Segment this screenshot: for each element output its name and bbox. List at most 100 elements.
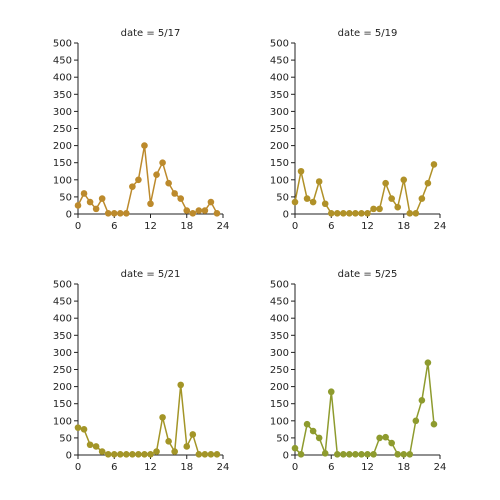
y-tick-label: 0: [283, 451, 289, 462]
data-point: [116, 451, 124, 458]
data-point: [159, 159, 166, 166]
y-tick-label: 250: [53, 365, 72, 376]
x-tick-label: 18: [397, 462, 410, 473]
y-tick-label: 50: [59, 433, 72, 444]
data-point: [327, 210, 335, 217]
data-point: [303, 195, 311, 202]
data-point: [159, 414, 166, 421]
data-point: [370, 451, 377, 458]
data-point: [92, 443, 100, 450]
y-tick-label: 200: [270, 382, 289, 393]
data-point: [98, 195, 106, 202]
y-tick-label: 350: [270, 331, 289, 342]
data-point: [110, 451, 118, 458]
data-point: [315, 178, 323, 185]
y-tick-label: 50: [276, 433, 289, 444]
y-tick-label: 500: [53, 39, 72, 50]
data-point: [430, 161, 438, 168]
series-line: [294, 362, 435, 456]
data-point: [171, 448, 178, 455]
y-tick-label: 450: [53, 297, 72, 308]
data-point: [321, 200, 329, 208]
y-tick-label: 50: [59, 192, 72, 203]
y-tick-label: 400: [270, 73, 289, 84]
data-point: [213, 210, 221, 217]
y-tick-label: 0: [283, 210, 289, 221]
data-point: [74, 424, 82, 431]
data-point: [358, 210, 365, 217]
data-point: [297, 451, 305, 458]
data-point: [135, 451, 142, 458]
x-tick-label: 12: [361, 221, 374, 232]
data-point: [382, 433, 389, 441]
data-point: [153, 448, 160, 455]
y-tick-label: 0: [66, 451, 72, 462]
x-tick-label: 0: [292, 221, 298, 232]
data-point: [86, 198, 94, 206]
x-tick-label: 24: [434, 462, 447, 473]
data-point: [376, 205, 383, 213]
data-point: [98, 448, 106, 455]
data-point: [364, 210, 371, 217]
y-tick-label: 150: [270, 399, 289, 410]
y-tick-label: 400: [270, 314, 289, 325]
data-point: [153, 171, 160, 178]
x-tick-label: 18: [180, 221, 193, 232]
x-tick-label: 24: [434, 221, 447, 232]
y-tick-label: 300: [53, 107, 72, 118]
data-point: [388, 439, 395, 447]
y-tick-label: 100: [270, 416, 289, 427]
y-tick-label: 350: [270, 90, 289, 101]
data-point: [309, 198, 317, 206]
data-point: [92, 205, 100, 213]
subplot-4: date = 5/25 0 50 100 150 200 250 300 350 400 450 50…: [270, 269, 446, 473]
data-point: [376, 434, 383, 442]
data-point: [406, 210, 414, 217]
data-point: [297, 167, 305, 175]
y-tick-label: 450: [53, 56, 72, 67]
data-point: [165, 179, 172, 187]
data-point: [104, 451, 112, 458]
data-point: [388, 195, 395, 202]
y-tick-label: 300: [270, 348, 289, 359]
data-point: [382, 179, 389, 187]
y-tick-label: 150: [53, 158, 72, 169]
series-line: [77, 384, 217, 456]
data-point: [129, 451, 136, 458]
data-point: [352, 451, 359, 458]
data-point: [327, 388, 335, 396]
y-tick-label: 250: [270, 124, 289, 135]
y-tick-label: 400: [53, 73, 72, 84]
data-point: [352, 210, 359, 217]
data-point: [177, 195, 185, 202]
y-tick-label: 300: [270, 107, 289, 118]
data-point: [147, 451, 154, 458]
data-point: [189, 431, 197, 438]
data-point: [189, 210, 197, 217]
data-point: [201, 451, 209, 458]
data-point: [418, 195, 426, 202]
subplot-title: date = 5/25: [338, 269, 398, 280]
data-point: [333, 210, 341, 217]
y-tick-label: 100: [270, 175, 289, 186]
y-tick-label: 100: [53, 175, 72, 186]
subplot-title: date = 5/21: [121, 269, 181, 280]
x-tick-label: 24: [217, 462, 230, 473]
data-point: [116, 210, 124, 217]
data-point: [147, 200, 154, 208]
data-point: [406, 451, 414, 458]
data-point: [291, 198, 299, 206]
x-tick-label: 6: [328, 462, 334, 473]
y-tick-label: 200: [270, 141, 289, 152]
data-point: [340, 451, 347, 458]
data-point: [207, 198, 215, 206]
data-point: [141, 142, 148, 149]
data-point: [291, 444, 299, 452]
data-point: [110, 210, 118, 217]
data-point: [195, 207, 203, 214]
data-point: [201, 207, 209, 214]
subplot-1: date = 5/17 0 50 100 150 200 250 300 350 400 450 50…: [53, 28, 229, 232]
data-point: [424, 359, 432, 366]
series-line: [294, 164, 435, 215]
